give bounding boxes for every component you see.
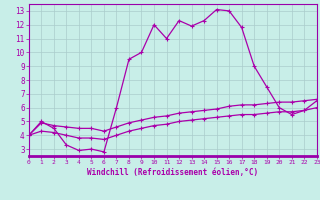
X-axis label: Windchill (Refroidissement éolien,°C): Windchill (Refroidissement éolien,°C) <box>87 168 258 177</box>
